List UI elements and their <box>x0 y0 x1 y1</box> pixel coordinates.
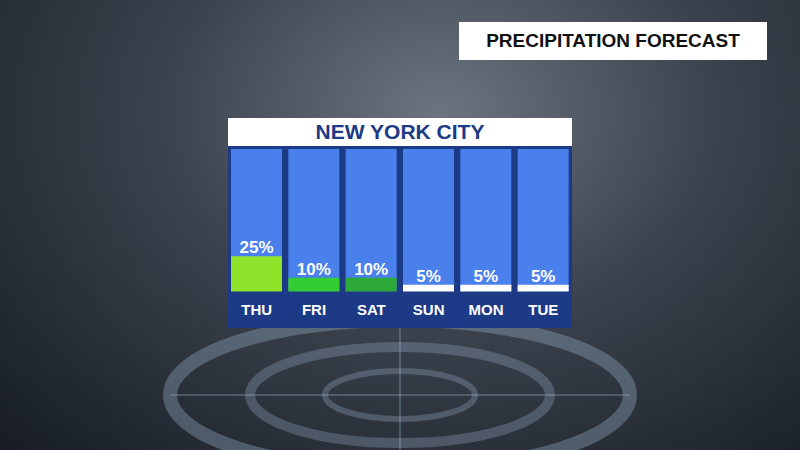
svg-text:SAT: SAT <box>357 301 386 318</box>
svg-text:TUE: TUE <box>528 301 558 318</box>
svg-text:25%: 25% <box>239 238 273 257</box>
svg-text:SUN: SUN <box>413 301 445 318</box>
svg-text:5%: 5% <box>416 267 441 286</box>
svg-text:FRI: FRI <box>302 301 326 318</box>
html-text:NEW YORK CITY: NEW YORK CITY <box>315 120 485 143</box>
html-text:PRECIPITATION FORECAST: PRECIPITATION FORECAST <box>486 30 740 51</box>
svg-text:5%: 5% <box>531 267 556 286</box>
svg-text:10%: 10% <box>354 260 388 279</box>
svg-text:THU: THU <box>241 301 272 318</box>
svg-text:MON: MON <box>469 301 504 318</box>
svg-text:10%: 10% <box>297 260 331 279</box>
svg-text:5%: 5% <box>474 267 499 286</box>
